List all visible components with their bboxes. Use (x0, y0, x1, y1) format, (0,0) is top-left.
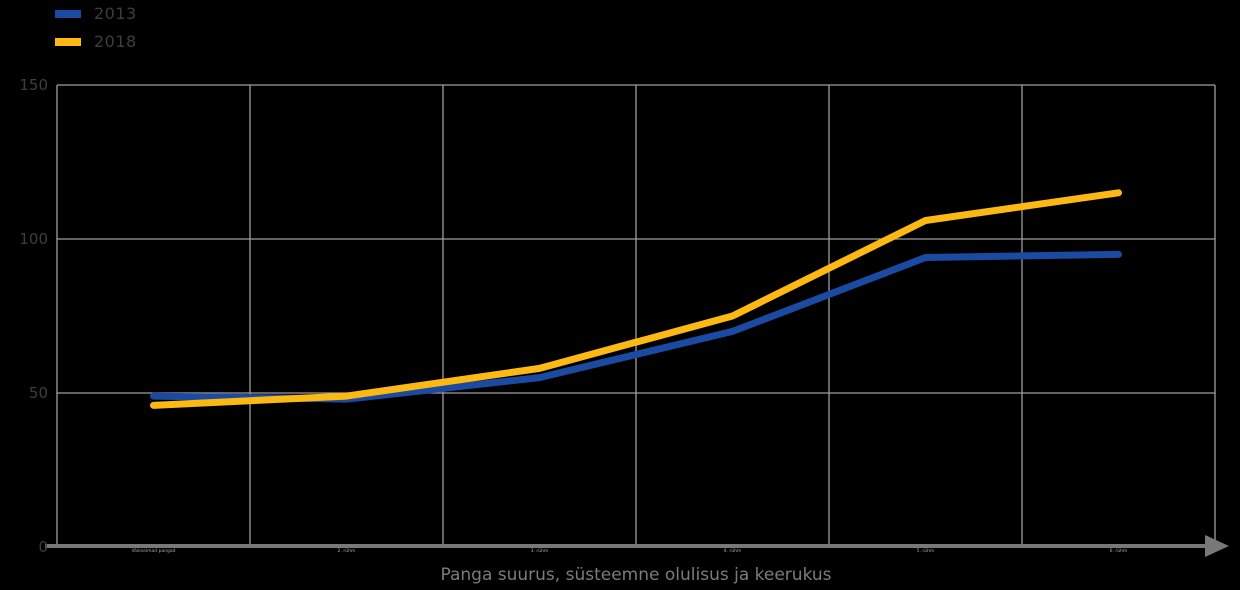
legend-label: 2018 (94, 32, 137, 51)
x-tick-label: 3. rühm (530, 549, 549, 554)
legend-swatch-icon (55, 9, 81, 18)
legend-item-2018: 2018 (55, 32, 137, 51)
legend-item-2013: 2013 (55, 4, 137, 23)
legend: 2013 2018 (55, 4, 137, 51)
y-tick-label-100: 100 (19, 230, 48, 248)
y-tick-label-50: 50 (28, 384, 48, 402)
x-tick-label: 5. rühm (916, 549, 935, 554)
legend-swatch-icon (55, 37, 81, 46)
x-axis-title: Panga suurus, süsteemne olulisus ja keer… (440, 565, 832, 585)
series-line-2018 (150, 189, 1122, 409)
x-tick-label: 4. rühm (723, 549, 742, 554)
x-tick-label: 6. rühm (1109, 549, 1128, 554)
y-tick-label-150: 150 (19, 76, 48, 94)
legend-label: 2013 (94, 4, 137, 23)
x-tick-label: 2. rühm (337, 549, 356, 554)
y-tick-label-0: 0 (38, 538, 48, 556)
gridlines (56, 84, 1216, 547)
x-tick-label: Väikseimad pangad (131, 549, 176, 554)
x-axis-arrow-icon (1205, 535, 1229, 557)
series-lines (150, 189, 1122, 409)
